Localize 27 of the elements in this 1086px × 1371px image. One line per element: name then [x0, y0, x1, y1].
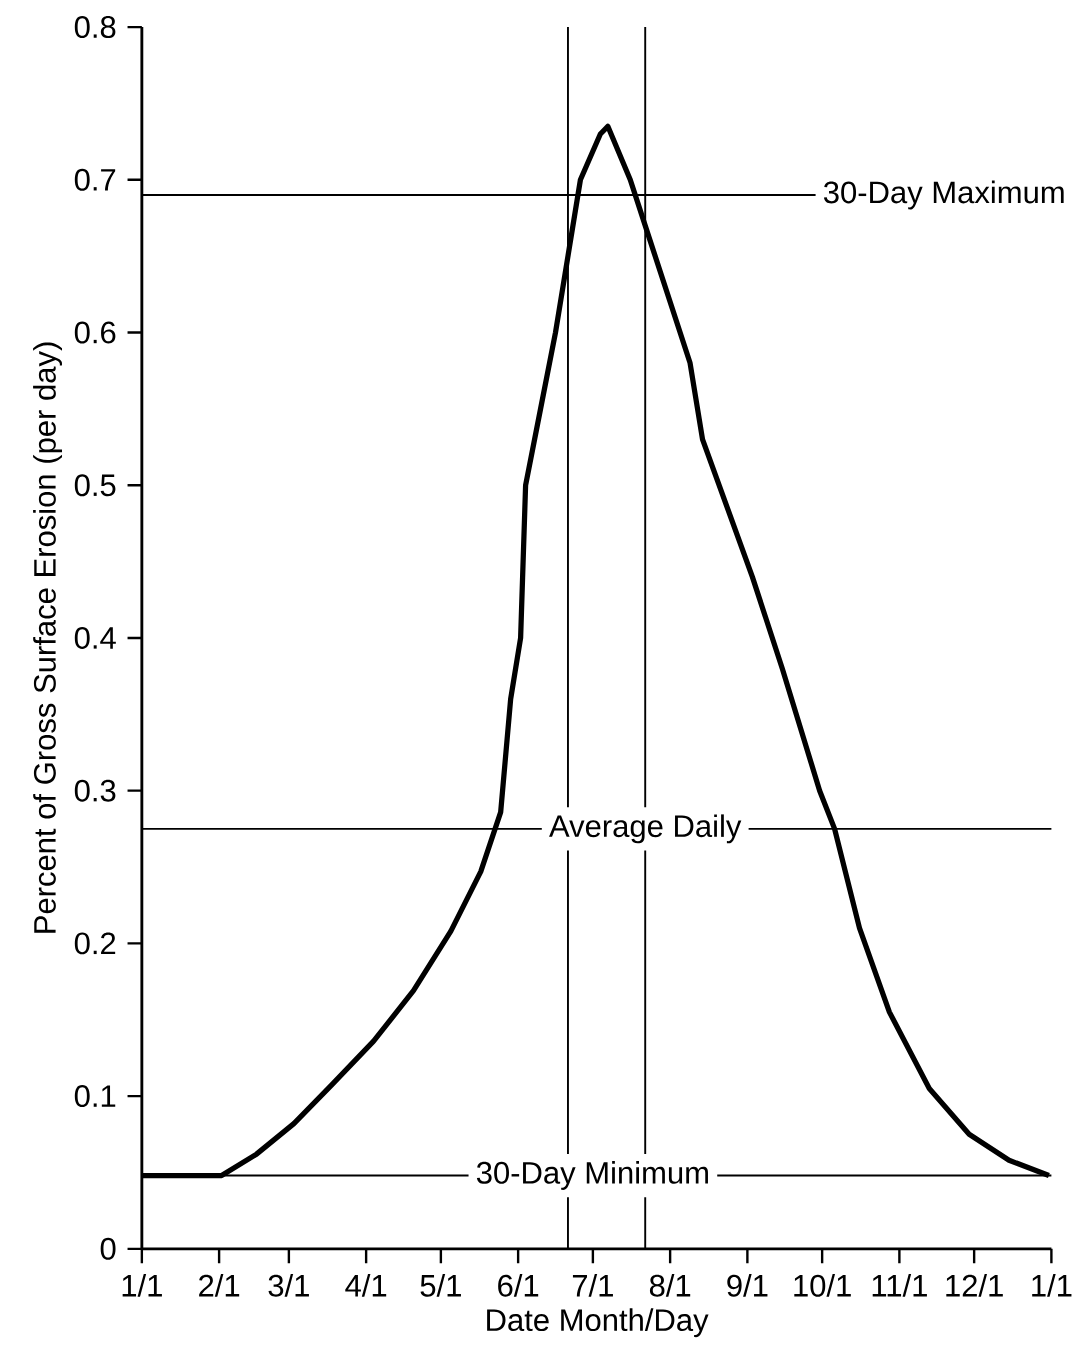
y-tick-label: 0.3 [74, 779, 116, 802]
x-axis-title: Date Month/Day [487, 1308, 709, 1338]
y-tick-label: 0.7 [74, 168, 116, 191]
x-tick-label: 4/1 [345, 1273, 387, 1297]
y-tick-label: 0.4 [74, 626, 116, 649]
y-tick-label: 0.5 [74, 474, 116, 497]
y-axis-title: Percent of Gross Surface Erosion (per day) [33, 342, 63, 933]
x-tick-label: 3/1 [268, 1273, 309, 1297]
y-tick-label: 0.6 [74, 321, 116, 344]
x-tick-label: 6/1 [498, 1273, 539, 1297]
y-tick-label: 0.2 [74, 932, 116, 955]
x-tick-label: 1/1 [122, 1273, 162, 1297]
x-tick-label: 2/1 [199, 1273, 240, 1297]
annotation: Average Daily [549, 814, 742, 844]
x-tick-label: 5/1 [420, 1273, 461, 1297]
x-tick-label: 1/1 [1032, 1273, 1072, 1297]
y-tick-label: 0.8 [74, 16, 116, 39]
y-tick-label: 0 [100, 1237, 116, 1260]
y-tick-label: 0.1 [74, 1085, 116, 1108]
annotation: 30-Day Minimum [476, 1161, 708, 1190]
x-tick-label: 9/1 [727, 1273, 768, 1297]
x-tick-label: 12/1 [946, 1273, 1003, 1297]
x-tick-label: 8/1 [649, 1273, 691, 1297]
annotation: 30-Day Maximum [823, 180, 1064, 210]
x-tick-label: 10/1 [794, 1273, 851, 1297]
x-tick-label: 11/1 [872, 1273, 927, 1297]
x-tick-label: 7/1 [572, 1273, 613, 1297]
